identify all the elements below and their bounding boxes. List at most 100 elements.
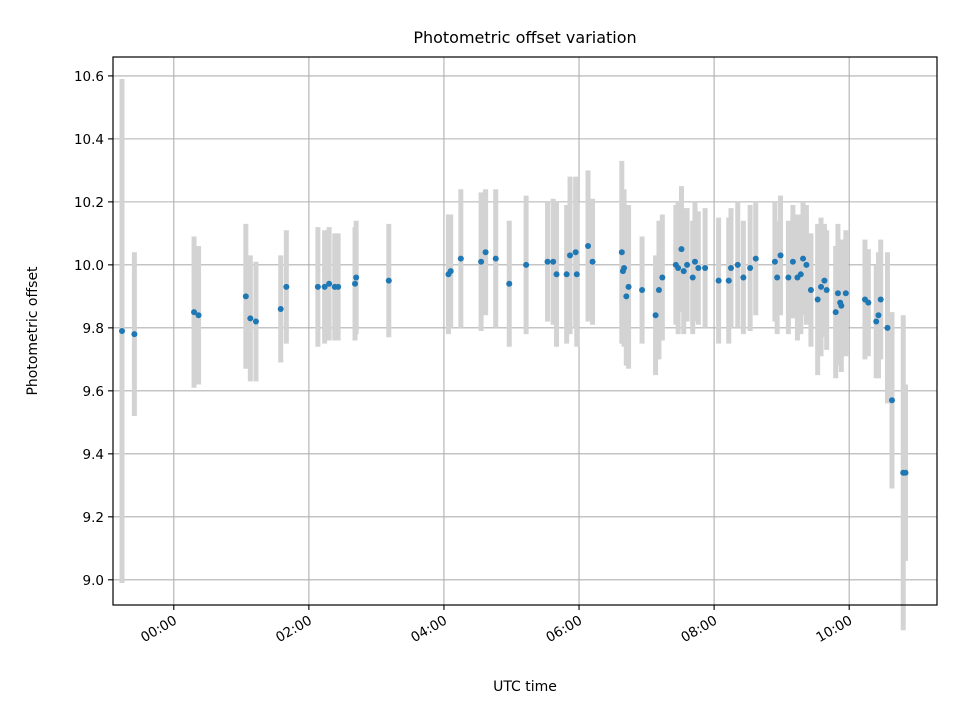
data-point [818, 283, 825, 290]
data-point [572, 249, 579, 256]
data-point [834, 290, 841, 297]
data-point [884, 324, 891, 331]
y-tick-label: 10.0 [74, 258, 104, 274]
data-point [119, 328, 126, 334]
data-point [774, 274, 781, 281]
data-point [523, 261, 530, 268]
x-tick-label: 10:00 [814, 613, 856, 646]
data-point [492, 255, 499, 262]
data-point [655, 287, 662, 294]
data-point [573, 271, 580, 278]
data-point [807, 287, 814, 294]
error-bars [119, 79, 908, 631]
data-point [684, 261, 691, 268]
y-tick-label: 10.6 [74, 69, 104, 85]
data-point [447, 268, 454, 275]
plot-frame [112, 56, 938, 606]
y-tick-label: 9.4 [83, 447, 104, 463]
y-tick-label: 10.4 [74, 132, 104, 148]
data-point [242, 293, 249, 300]
data-point [873, 318, 880, 325]
data-point [659, 274, 666, 281]
data-point [823, 287, 830, 294]
data-point [277, 305, 284, 312]
data-point [695, 265, 702, 272]
data-point [321, 283, 328, 290]
data-point [821, 277, 828, 284]
data-point [195, 312, 202, 319]
data-point [797, 271, 804, 278]
data-point [326, 280, 333, 287]
data-point [482, 249, 489, 256]
y-tick-label: 9.0 [83, 573, 104, 589]
data-point [252, 318, 259, 325]
data-point [553, 271, 560, 278]
data-point [675, 265, 682, 272]
data-point [877, 296, 884, 303]
data-point [131, 331, 138, 338]
data-point [639, 287, 646, 294]
data-point [842, 290, 849, 297]
data-point [353, 274, 360, 281]
data-point [247, 315, 254, 322]
data-point [689, 274, 696, 281]
data-point [715, 277, 722, 284]
data-point [789, 258, 796, 265]
data-point [725, 277, 732, 284]
data-point [702, 265, 709, 272]
y-axis-label: Photometric offset [25, 266, 41, 396]
data-point [678, 246, 685, 253]
data-point [734, 261, 741, 268]
data-point [680, 268, 687, 275]
data-point [550, 258, 557, 265]
data-point [283, 283, 290, 290]
data-point [814, 296, 821, 303]
data-point [352, 280, 359, 287]
data-point [625, 283, 632, 290]
data-point [621, 265, 628, 272]
x-tick-label: 02:00 [273, 613, 315, 646]
data-points [119, 242, 909, 476]
data-point [563, 271, 570, 278]
x-axis-ticks: 00:00 02:00 04:00 06:00 08:00 10:00 [138, 605, 855, 646]
data-point [785, 274, 792, 281]
data-point [752, 255, 759, 262]
data-point [457, 255, 464, 262]
data-point [740, 274, 747, 281]
data-point [771, 258, 778, 265]
data-point [314, 283, 321, 290]
y-tick-label: 9.2 [83, 510, 104, 526]
y-tick-label: 9.6 [83, 384, 104, 400]
x-tick-label: 04:00 [408, 613, 450, 646]
data-point [902, 469, 909, 476]
x-tick-label: 08:00 [678, 613, 720, 646]
y-tick-label: 10.2 [74, 195, 104, 211]
x-tick-label: 00:00 [138, 613, 180, 646]
x-tick-label: 06:00 [543, 613, 585, 646]
x-axis-label: UTC time [493, 679, 557, 695]
data-point [838, 302, 845, 309]
data-point [832, 309, 839, 316]
y-axis-ticks: 9.0 9.2 9.4 9.6 9.8 10.0 10.2 10.4 10.6 [74, 69, 113, 589]
data-point [747, 265, 754, 272]
data-point [865, 299, 872, 306]
data-point [618, 249, 625, 256]
chart-title: Photometric offset variation [413, 28, 636, 47]
y-tick-label: 9.8 [83, 321, 104, 337]
data-point [385, 277, 392, 284]
data-point [728, 265, 734, 272]
data-point [652, 312, 659, 319]
data-point [544, 258, 551, 265]
data-point [623, 293, 630, 300]
data-point [567, 252, 574, 259]
data-point [585, 242, 592, 249]
data-point [691, 258, 698, 265]
data-point [875, 312, 882, 319]
data-point [191, 309, 198, 316]
data-point [888, 397, 895, 404]
data-point [335, 283, 342, 290]
data-point [589, 258, 596, 265]
data-point [777, 252, 784, 259]
data-point [478, 258, 485, 265]
